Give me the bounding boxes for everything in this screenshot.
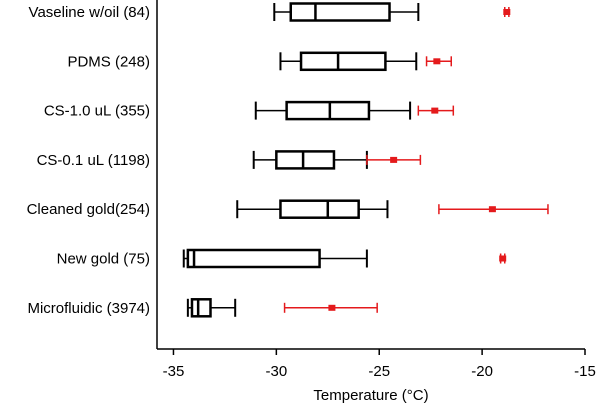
x-axis-title: Temperature (°C) <box>313 387 428 404</box>
box-iqr <box>186 248 321 269</box>
mean-point <box>328 304 336 311</box>
x-axis-ticks: -35 -30 -25 -20 -15 <box>163 349 596 380</box>
box-iqr <box>285 100 371 121</box>
x-tick-label: -20 <box>471 363 493 380</box>
box-iqr <box>190 298 212 318</box>
mean-point <box>390 156 398 163</box>
x-tick-label: -35 <box>163 363 185 380</box>
mean-point <box>503 9 511 15</box>
mean-point <box>499 255 507 262</box>
box-plot <box>279 51 418 72</box>
mean-point <box>488 206 496 213</box>
mean-point <box>433 58 441 65</box>
category-label: Microfluidic (3974) <box>27 300 150 317</box>
category-labels: Vaseline w/oil (84) PDMS (248) CS-1.0 uL (… <box>27 4 150 317</box>
mean-marker <box>417 105 455 116</box>
box-plot <box>252 150 368 170</box>
category-label: Cleaned gold(254) <box>27 201 150 218</box>
box-plot <box>236 199 389 219</box>
box-plot <box>182 248 368 269</box>
box-plot <box>186 298 237 318</box>
x-tick-label: -25 <box>368 363 390 380</box>
x-tick-label: -15 <box>574 363 596 380</box>
category-label: PDMS (248) <box>67 53 150 70</box>
mean-marker <box>438 204 549 215</box>
mean-marker <box>425 56 452 67</box>
mean-marker <box>366 154 422 165</box>
mean-marker <box>499 253 507 264</box>
box-plot <box>254 100 412 121</box>
mean-markers <box>283 7 549 313</box>
category-label: Vaseline w/oil (84) <box>29 4 150 21</box>
x-tick-label: -30 <box>266 363 288 380</box>
category-label: New gold (75) <box>57 251 150 268</box>
box-iqr <box>275 150 336 170</box>
mean-marker <box>283 302 378 313</box>
category-label: CS-0.1 uL (1198) <box>37 152 150 169</box>
box-plot <box>273 2 420 22</box>
box-iqr <box>279 199 360 219</box>
category-label: CS-1.0 uL (355) <box>44 103 150 120</box>
mean-marker <box>503 7 511 17</box>
mean-point <box>431 107 439 114</box>
box-iqr <box>289 2 391 22</box>
box-iqr <box>299 51 387 72</box>
box-plots <box>182 2 420 318</box>
